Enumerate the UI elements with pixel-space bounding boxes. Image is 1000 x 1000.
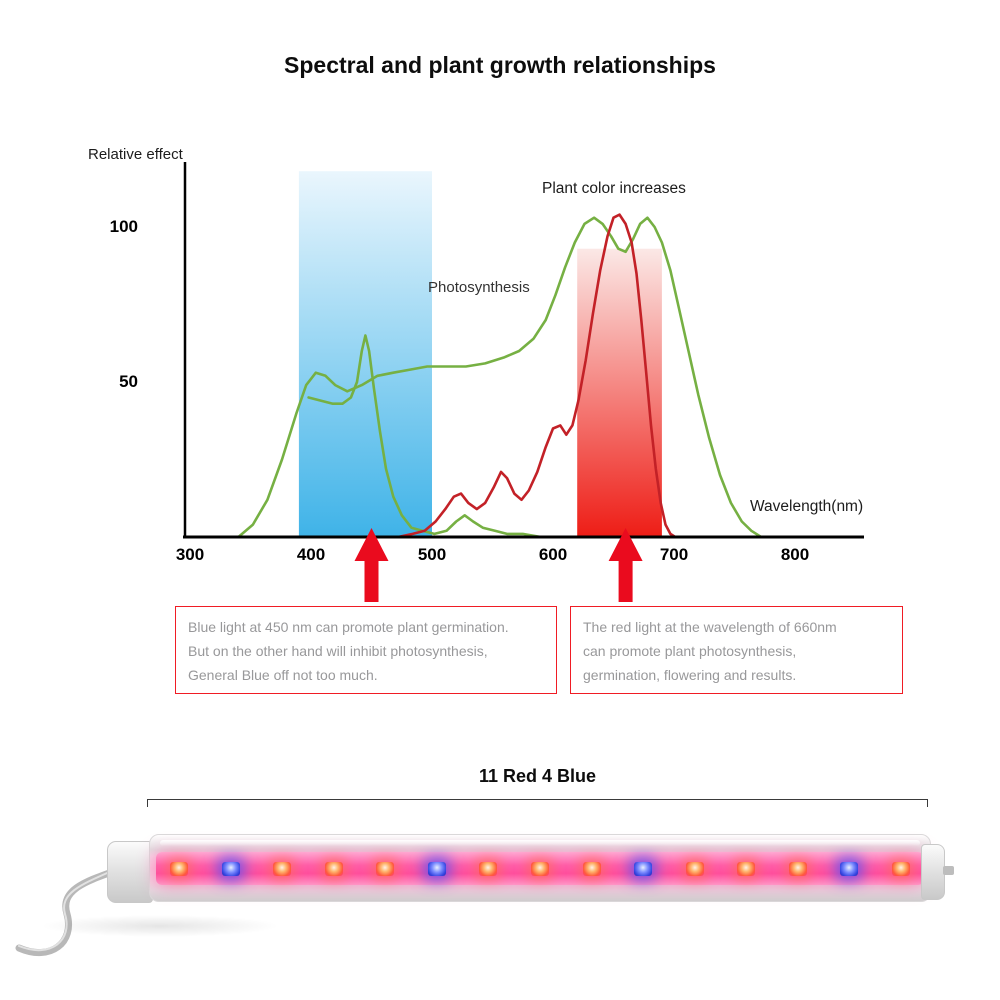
x-tick-label-400: 400 — [296, 545, 326, 564]
page-title: Spectral and plant growth relationships — [284, 52, 716, 78]
annotation-plant-color-increases: Plant color increases — [542, 180, 686, 197]
power-cord-highlight — [18, 869, 115, 952]
led-strip — [156, 852, 924, 885]
x-tick-label-700: 700 — [659, 545, 689, 564]
bracket-left-tick — [147, 800, 148, 807]
red-led — [324, 861, 343, 876]
callout-blue-light: Blue light at 450 nm can promote plant g… — [175, 606, 557, 694]
blue-led — [634, 861, 653, 876]
callout-line: The red light at the wavelength of 660nm — [583, 619, 837, 635]
product-label: 11 Red 4 Blue — [478, 766, 597, 786]
spectral-chart — [183, 162, 864, 602]
red-led — [479, 861, 498, 876]
red-led — [737, 861, 756, 876]
measure-bracket — [147, 799, 928, 808]
callout-line: But on the other hand will inhibit photo… — [188, 643, 488, 659]
red-absorption-curve — [396, 213, 677, 539]
callout-red-light: The red light at the wavelength of 660nm… — [570, 606, 903, 694]
x-tick-label-500: 500 — [417, 545, 447, 564]
blue-led — [840, 861, 859, 876]
callout-line: General Blue off not too much. — [188, 667, 378, 683]
tube-right-cap — [921, 844, 945, 900]
blue-band — [298, 171, 432, 537]
arrow-450nm — [354, 528, 389, 602]
red-led — [170, 861, 188, 876]
tube-connector-pin — [943, 866, 954, 875]
red-led — [530, 861, 549, 876]
tube-left-cap — [107, 841, 153, 903]
blue-led — [221, 861, 240, 876]
x-tick-label-600: 600 — [538, 545, 568, 564]
red-led — [273, 861, 292, 876]
photosynthesis-action-curve — [237, 216, 763, 539]
x-tick-label-800: 800 — [780, 545, 810, 564]
tube-shine — [160, 840, 920, 846]
red-band — [577, 248, 662, 537]
annotation-photosynthesis: Photosynthesis — [428, 279, 530, 296]
y-tick-label-100: 100 — [109, 217, 138, 236]
bracket-right-tick — [927, 800, 928, 807]
red-led — [685, 861, 704, 876]
callout-line: Blue light at 450 nm can promote plant g… — [188, 619, 509, 635]
callout-line: can promote plant photosynthesis, — [583, 643, 797, 659]
x-tick-label-300: 300 — [175, 545, 205, 564]
power-cord — [15, 861, 137, 957]
red-led — [376, 861, 395, 876]
tube-body — [149, 834, 931, 902]
red-led — [788, 861, 807, 876]
callout-line: germination, flowering and results. — [583, 667, 797, 683]
x-axis-title: Wavelength(nm) — [750, 498, 864, 515]
red-led — [891, 861, 910, 876]
y-tick-label-50: 50 — [119, 372, 138, 391]
led-tube — [105, 828, 954, 912]
red-led — [582, 861, 601, 876]
y-axis-title: Relative effect — [88, 146, 183, 163]
blue-led — [427, 861, 446, 876]
chlorophyll-blue-peak-curve — [307, 334, 543, 539]
tube-shadow — [40, 915, 280, 937]
arrow-660nm — [608, 528, 643, 602]
